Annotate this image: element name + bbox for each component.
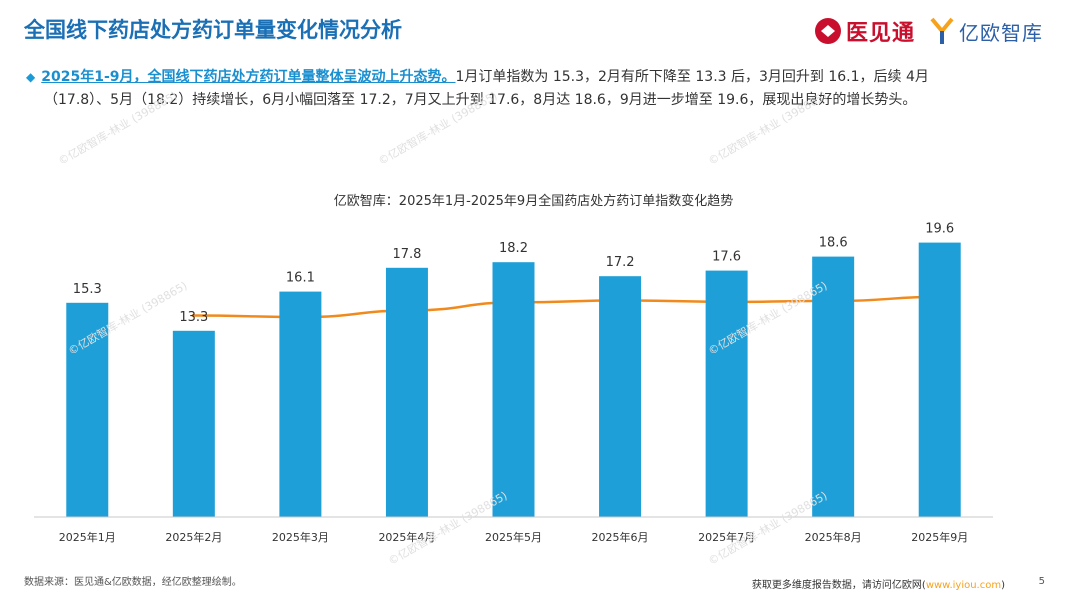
yijiantong-logo: 医见通: [814, 15, 915, 47]
yiou-logo-icon: [930, 17, 954, 44]
data-label-7: 17.6: [712, 250, 741, 265]
bar-6: [599, 276, 642, 517]
summary-highlight: 2025年1-9月，全国线下药店处方药订单量整体呈波动上升态势。: [41, 69, 456, 85]
x-tick-label-2: 2025年2月: [165, 530, 222, 544]
x-tick-label-5: 2025年5月: [485, 530, 542, 544]
bar-7: [705, 270, 748, 517]
data-label-3: 16.1: [286, 271, 315, 286]
yijiantong-logo-icon: [814, 18, 841, 44]
x-tick-label-7: 2025年7月: [698, 530, 755, 544]
x-tick-label-8: 2025年8月: [805, 530, 862, 544]
footer-more-info: 获取更多维度报告数据，请访问亿欧网(www.iyiou.com): [751, 580, 1005, 591]
summary-line-2: （17.8）、5月（18.2）持续增长，6月小幅回落至 17.2，7月又上升到 …: [44, 92, 917, 108]
data-label-5: 18.2: [499, 241, 528, 256]
summary-line1-rest: 1月订单指数为 15.3，2月有所下降至 13.3 后，3月回升到 16.1，后…: [455, 69, 929, 85]
page-title: 全国线下药店处方药订单量变化情况分析: [24, 18, 402, 42]
data-label-9: 19.6: [925, 222, 954, 237]
yiou-zhiku-logo: 亿欧智库: [929, 16, 1043, 46]
bar-3: [279, 291, 322, 517]
page-number: 5: [1038, 576, 1045, 587]
diamond-bullet-icon: ◆: [26, 70, 36, 84]
bar-9: [918, 242, 961, 517]
data-label-4: 17.8: [392, 247, 421, 262]
bar-1: [66, 302, 109, 517]
summary-line-1: ◆ 2025年1-9月，全国线下药店处方药订单量整体呈波动上升态势。1月订单指数为…: [26, 66, 1036, 89]
chart-title: 亿欧智库：2025年1月-2025年9月全国药店处方药订单指数变化趋势: [333, 194, 734, 209]
iyiou-link[interactable]: www.iyiou.com: [925, 580, 1002, 591]
logo-group: 医见通 亿欧智库: [814, 14, 1043, 48]
bar-4: [385, 267, 428, 517]
x-tick-label-1: 2025年1月: [59, 530, 116, 544]
yijiantong-logo-text: 医见通: [845, 21, 915, 46]
bar-2: [172, 330, 215, 517]
x-tick-label-4: 2025年4月: [378, 530, 435, 544]
data-label-6: 17.2: [606, 255, 635, 270]
data-source-note: 数据来源：医见通&亿欧数据，经亿欧整理绘制。: [24, 577, 242, 588]
x-tick-label-6: 2025年6月: [592, 530, 649, 544]
x-tick-label-3: 2025年3月: [272, 530, 329, 544]
bar-5: [492, 262, 535, 517]
bar-8: [812, 256, 855, 517]
data-label-8: 18.6: [819, 236, 848, 251]
summary-text: ◆ 2025年1-9月，全国线下药店处方药订单量整体呈波动上升态势。1月订单指数为…: [26, 66, 1036, 112]
yiou-logo-text: 亿欧智库: [959, 20, 1043, 45]
order-index-chart: 15.3 2025年1月 13.3 2025年2月 16.1 2025年3月 17.8 202…: [34, 222, 993, 544]
data-label-2: 13.3: [179, 310, 208, 325]
footer-more-text: 获取更多维度报告数据，请访问亿欧网: [751, 580, 922, 591]
data-label-1: 15.3: [73, 282, 102, 297]
x-tick-label-9: 2025年9月: [911, 530, 968, 544]
